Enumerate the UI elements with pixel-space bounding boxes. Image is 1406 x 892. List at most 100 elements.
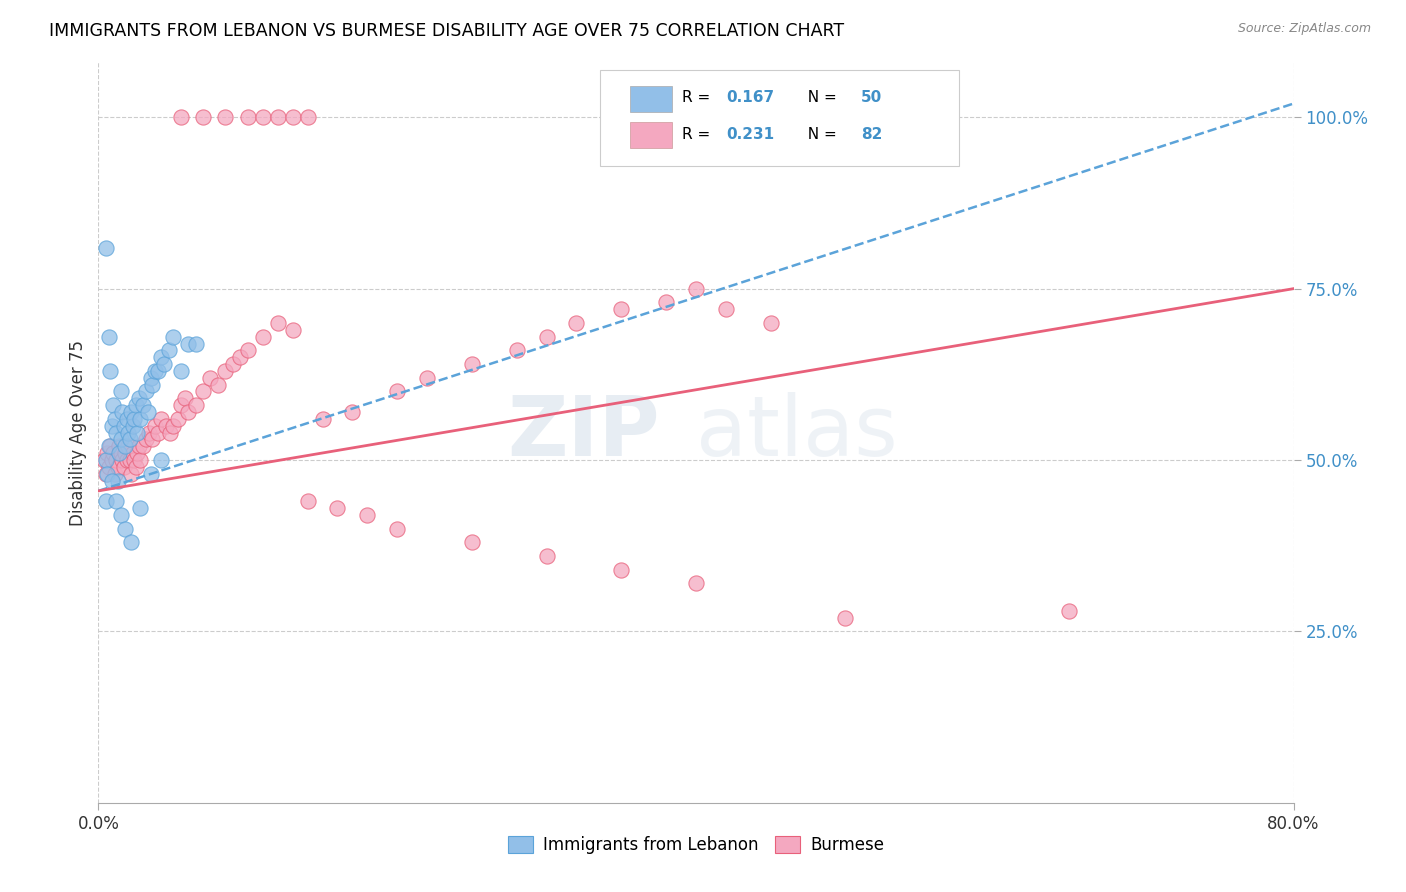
- Point: [101, 474, 124, 488]
- Bar: [630, 121, 672, 147]
- Point: [166, 412, 188, 426]
- Point: [97, 459, 120, 474]
- Point: [112, 418, 135, 433]
- Point: [124, 453, 146, 467]
- Point: [94, 494, 117, 508]
- Point: [139, 371, 162, 385]
- Point: [111, 453, 134, 467]
- Point: [162, 329, 184, 343]
- Point: [416, 371, 439, 385]
- Point: [610, 563, 633, 577]
- Point: [177, 336, 200, 351]
- Point: [157, 343, 180, 358]
- Text: 0.167: 0.167: [725, 90, 773, 105]
- Point: [97, 329, 120, 343]
- Point: [184, 336, 207, 351]
- Point: [191, 384, 214, 399]
- Point: [98, 364, 122, 378]
- Point: [148, 425, 170, 440]
- Point: [834, 610, 856, 624]
- Point: [184, 398, 207, 412]
- Point: [200, 371, 222, 385]
- Point: [229, 350, 252, 364]
- Text: R =: R =: [682, 90, 714, 105]
- Text: IMMIGRANTS FROM LEBANON VS BURMESE DISABILITY AGE OVER 75 CORRELATION CHART: IMMIGRANTS FROM LEBANON VS BURMESE DISAB…: [49, 22, 845, 40]
- Point: [461, 357, 484, 371]
- Point: [94, 453, 117, 467]
- Point: [128, 439, 150, 453]
- Point: [101, 418, 124, 433]
- FancyBboxPatch shape: [600, 70, 959, 166]
- Point: [132, 439, 155, 453]
- Point: [135, 384, 157, 399]
- Point: [105, 453, 128, 467]
- Point: [115, 412, 138, 426]
- Text: N =: N =: [797, 90, 841, 105]
- Point: [150, 350, 173, 364]
- Point: [143, 418, 166, 433]
- Point: [107, 459, 129, 474]
- Point: [714, 302, 737, 317]
- Point: [1059, 604, 1081, 618]
- Point: [118, 433, 141, 447]
- Point: [297, 110, 319, 124]
- Point: [267, 110, 290, 124]
- Point: [252, 110, 274, 124]
- Point: [236, 110, 259, 124]
- Point: [110, 433, 132, 447]
- Text: ZIP: ZIP: [508, 392, 661, 473]
- Point: [759, 316, 782, 330]
- Bar: [630, 87, 672, 112]
- Point: [326, 501, 349, 516]
- Point: [128, 392, 150, 406]
- Point: [120, 535, 142, 549]
- Point: [117, 439, 139, 453]
- Point: [169, 110, 191, 124]
- Point: [236, 343, 259, 358]
- Point: [108, 446, 131, 460]
- Point: [121, 418, 143, 433]
- Point: [105, 494, 128, 508]
- Point: [93, 453, 115, 467]
- Point: [124, 412, 146, 426]
- Point: [120, 467, 142, 481]
- Point: [125, 459, 148, 474]
- Text: 50: 50: [860, 90, 882, 105]
- Point: [112, 459, 135, 474]
- Point: [191, 110, 214, 124]
- Point: [129, 501, 152, 516]
- Point: [111, 405, 134, 419]
- Point: [356, 508, 378, 522]
- Legend: Immigrants from Lebanon, Burmese: Immigrants from Lebanon, Burmese: [501, 830, 891, 861]
- Point: [94, 240, 117, 255]
- Point: [125, 398, 148, 412]
- Point: [107, 474, 129, 488]
- Point: [127, 425, 149, 440]
- Point: [169, 364, 191, 378]
- Point: [174, 392, 197, 406]
- Point: [105, 425, 128, 440]
- Point: [136, 405, 159, 419]
- Point: [281, 323, 304, 337]
- Point: [281, 110, 304, 124]
- Point: [103, 446, 125, 460]
- Point: [565, 316, 588, 330]
- Point: [104, 412, 127, 426]
- Point: [297, 494, 319, 508]
- Point: [110, 384, 132, 399]
- Point: [655, 295, 678, 310]
- Point: [115, 453, 138, 467]
- Point: [114, 446, 136, 460]
- Point: [148, 364, 170, 378]
- Text: 0.231: 0.231: [725, 127, 773, 142]
- Point: [536, 329, 558, 343]
- Point: [94, 467, 117, 481]
- Point: [342, 405, 364, 419]
- Text: R =: R =: [682, 127, 714, 142]
- Point: [98, 439, 122, 453]
- Point: [311, 412, 333, 426]
- Point: [159, 425, 181, 440]
- Point: [252, 329, 274, 343]
- Point: [96, 446, 118, 460]
- Point: [127, 446, 149, 460]
